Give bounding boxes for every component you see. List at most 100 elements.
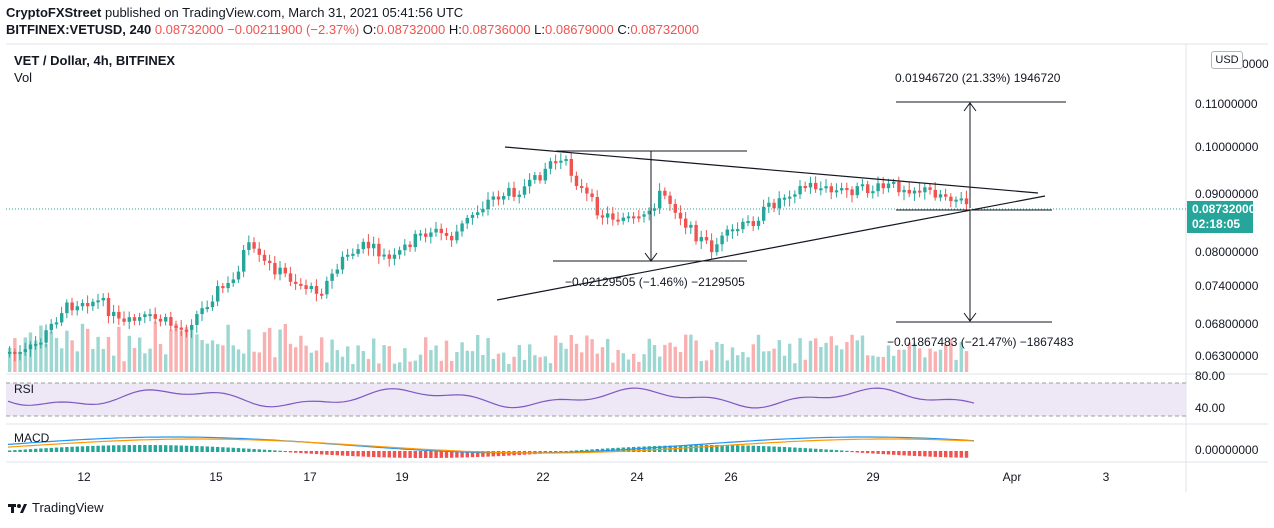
candle xyxy=(637,216,641,219)
volume-bar xyxy=(252,351,256,372)
candle xyxy=(314,286,319,294)
chart-title[interactable]: VET / Dollar, 4h, BITFINEX xyxy=(14,53,176,68)
macd-hist-bar xyxy=(699,445,703,452)
candle xyxy=(782,197,787,200)
candle xyxy=(335,269,339,274)
candle xyxy=(907,189,911,194)
volume-bar xyxy=(928,348,932,372)
candle xyxy=(112,311,116,317)
rsi-legend[interactable]: RSI xyxy=(14,382,35,396)
macd-hist-bar xyxy=(262,449,267,452)
candle xyxy=(658,190,662,209)
candle xyxy=(387,254,391,259)
candle xyxy=(455,231,459,241)
volume-bar xyxy=(788,343,792,372)
upper-trendline[interactable] xyxy=(504,146,1039,194)
macd-hist-bar xyxy=(715,445,719,452)
candle xyxy=(751,221,755,226)
volume-bar xyxy=(512,356,516,372)
volume-bar xyxy=(377,363,381,372)
macd-hist-bar xyxy=(179,445,183,452)
volume-bar xyxy=(533,355,537,372)
candle xyxy=(465,217,469,224)
footer-brand[interactable]: TradingView xyxy=(8,500,104,515)
candle xyxy=(741,221,745,230)
volume-bar xyxy=(829,336,833,372)
candle xyxy=(918,190,922,193)
volume-bar xyxy=(164,354,168,372)
macd-hist-bar xyxy=(465,451,469,458)
macd-hist-bar xyxy=(91,445,95,452)
macd-hist-bar xyxy=(169,445,173,452)
publisher-name[interactable]: CryptoFXStreet xyxy=(6,5,102,20)
candle xyxy=(798,186,802,195)
candle xyxy=(564,158,568,161)
volume-bar xyxy=(710,349,714,372)
candle xyxy=(346,254,350,257)
candle xyxy=(507,187,511,196)
lower-trendline[interactable] xyxy=(496,195,1046,301)
candle xyxy=(23,349,27,353)
candle xyxy=(278,267,282,275)
candle xyxy=(491,196,495,200)
candle xyxy=(158,318,163,322)
macd-hist-bar xyxy=(829,449,833,452)
macd-hist-bar xyxy=(564,451,568,453)
macd-hist-bar xyxy=(236,448,241,452)
current-price-tag: 0.08732000 02:18:05 xyxy=(1187,201,1255,233)
candle xyxy=(236,271,241,280)
macd-hist-bar xyxy=(720,445,724,452)
candle xyxy=(164,316,168,322)
volume-bar xyxy=(658,356,662,372)
volume-bar xyxy=(611,362,615,372)
candle xyxy=(595,197,599,216)
macd-hist-bar xyxy=(340,451,345,456)
volume-bar xyxy=(294,347,298,372)
volume-bar xyxy=(751,344,755,372)
candle xyxy=(320,293,324,296)
volume-bar xyxy=(720,343,724,372)
volume-bar xyxy=(730,347,735,372)
macd-hist-bar xyxy=(164,445,168,452)
volume-bar xyxy=(299,335,303,372)
candle xyxy=(632,216,636,219)
macd-hist-bar xyxy=(938,451,943,458)
volume-bar xyxy=(257,352,261,372)
volume-bar xyxy=(18,351,22,372)
macd-hist-bar xyxy=(252,449,256,452)
volume-bar xyxy=(86,328,90,372)
candle xyxy=(845,188,849,191)
left-measure-label: −0.02129505 (−1.46%) −2129505 xyxy=(565,275,745,289)
volume-bar xyxy=(132,348,137,372)
volume-bar xyxy=(585,335,589,372)
macd-hist-bar xyxy=(814,448,818,452)
open-value: 0.08732000 xyxy=(376,22,446,37)
macd-hist-bar xyxy=(845,450,849,452)
candle xyxy=(304,285,308,290)
volume-bar xyxy=(179,330,183,372)
currency-button[interactable]: USD xyxy=(1211,51,1243,69)
volume-bar xyxy=(96,336,100,372)
volume-bar xyxy=(798,338,802,372)
candle xyxy=(673,203,677,213)
macd-hist-bar xyxy=(460,451,464,458)
macd-hist-bar xyxy=(23,449,27,452)
macd-hist-bar xyxy=(325,451,329,455)
upper-arrow-head xyxy=(963,102,977,112)
macd-hist-bar xyxy=(569,450,573,452)
macd-hist-bar xyxy=(330,451,334,456)
volume-bar xyxy=(949,339,953,372)
volume-bar xyxy=(637,361,641,372)
candle xyxy=(923,187,927,193)
volume-bar xyxy=(465,350,469,372)
macd-hist-bar xyxy=(912,451,917,456)
macd-legend[interactable]: MACD xyxy=(14,431,50,445)
volume-bar xyxy=(382,345,386,372)
volume-bar xyxy=(595,353,599,372)
volume-bar xyxy=(793,363,797,372)
macd-hist-bar xyxy=(585,449,589,452)
macd-hist-bar xyxy=(730,445,735,452)
volume-legend[interactable]: Vol xyxy=(14,70,33,85)
volume-bar xyxy=(777,340,781,372)
